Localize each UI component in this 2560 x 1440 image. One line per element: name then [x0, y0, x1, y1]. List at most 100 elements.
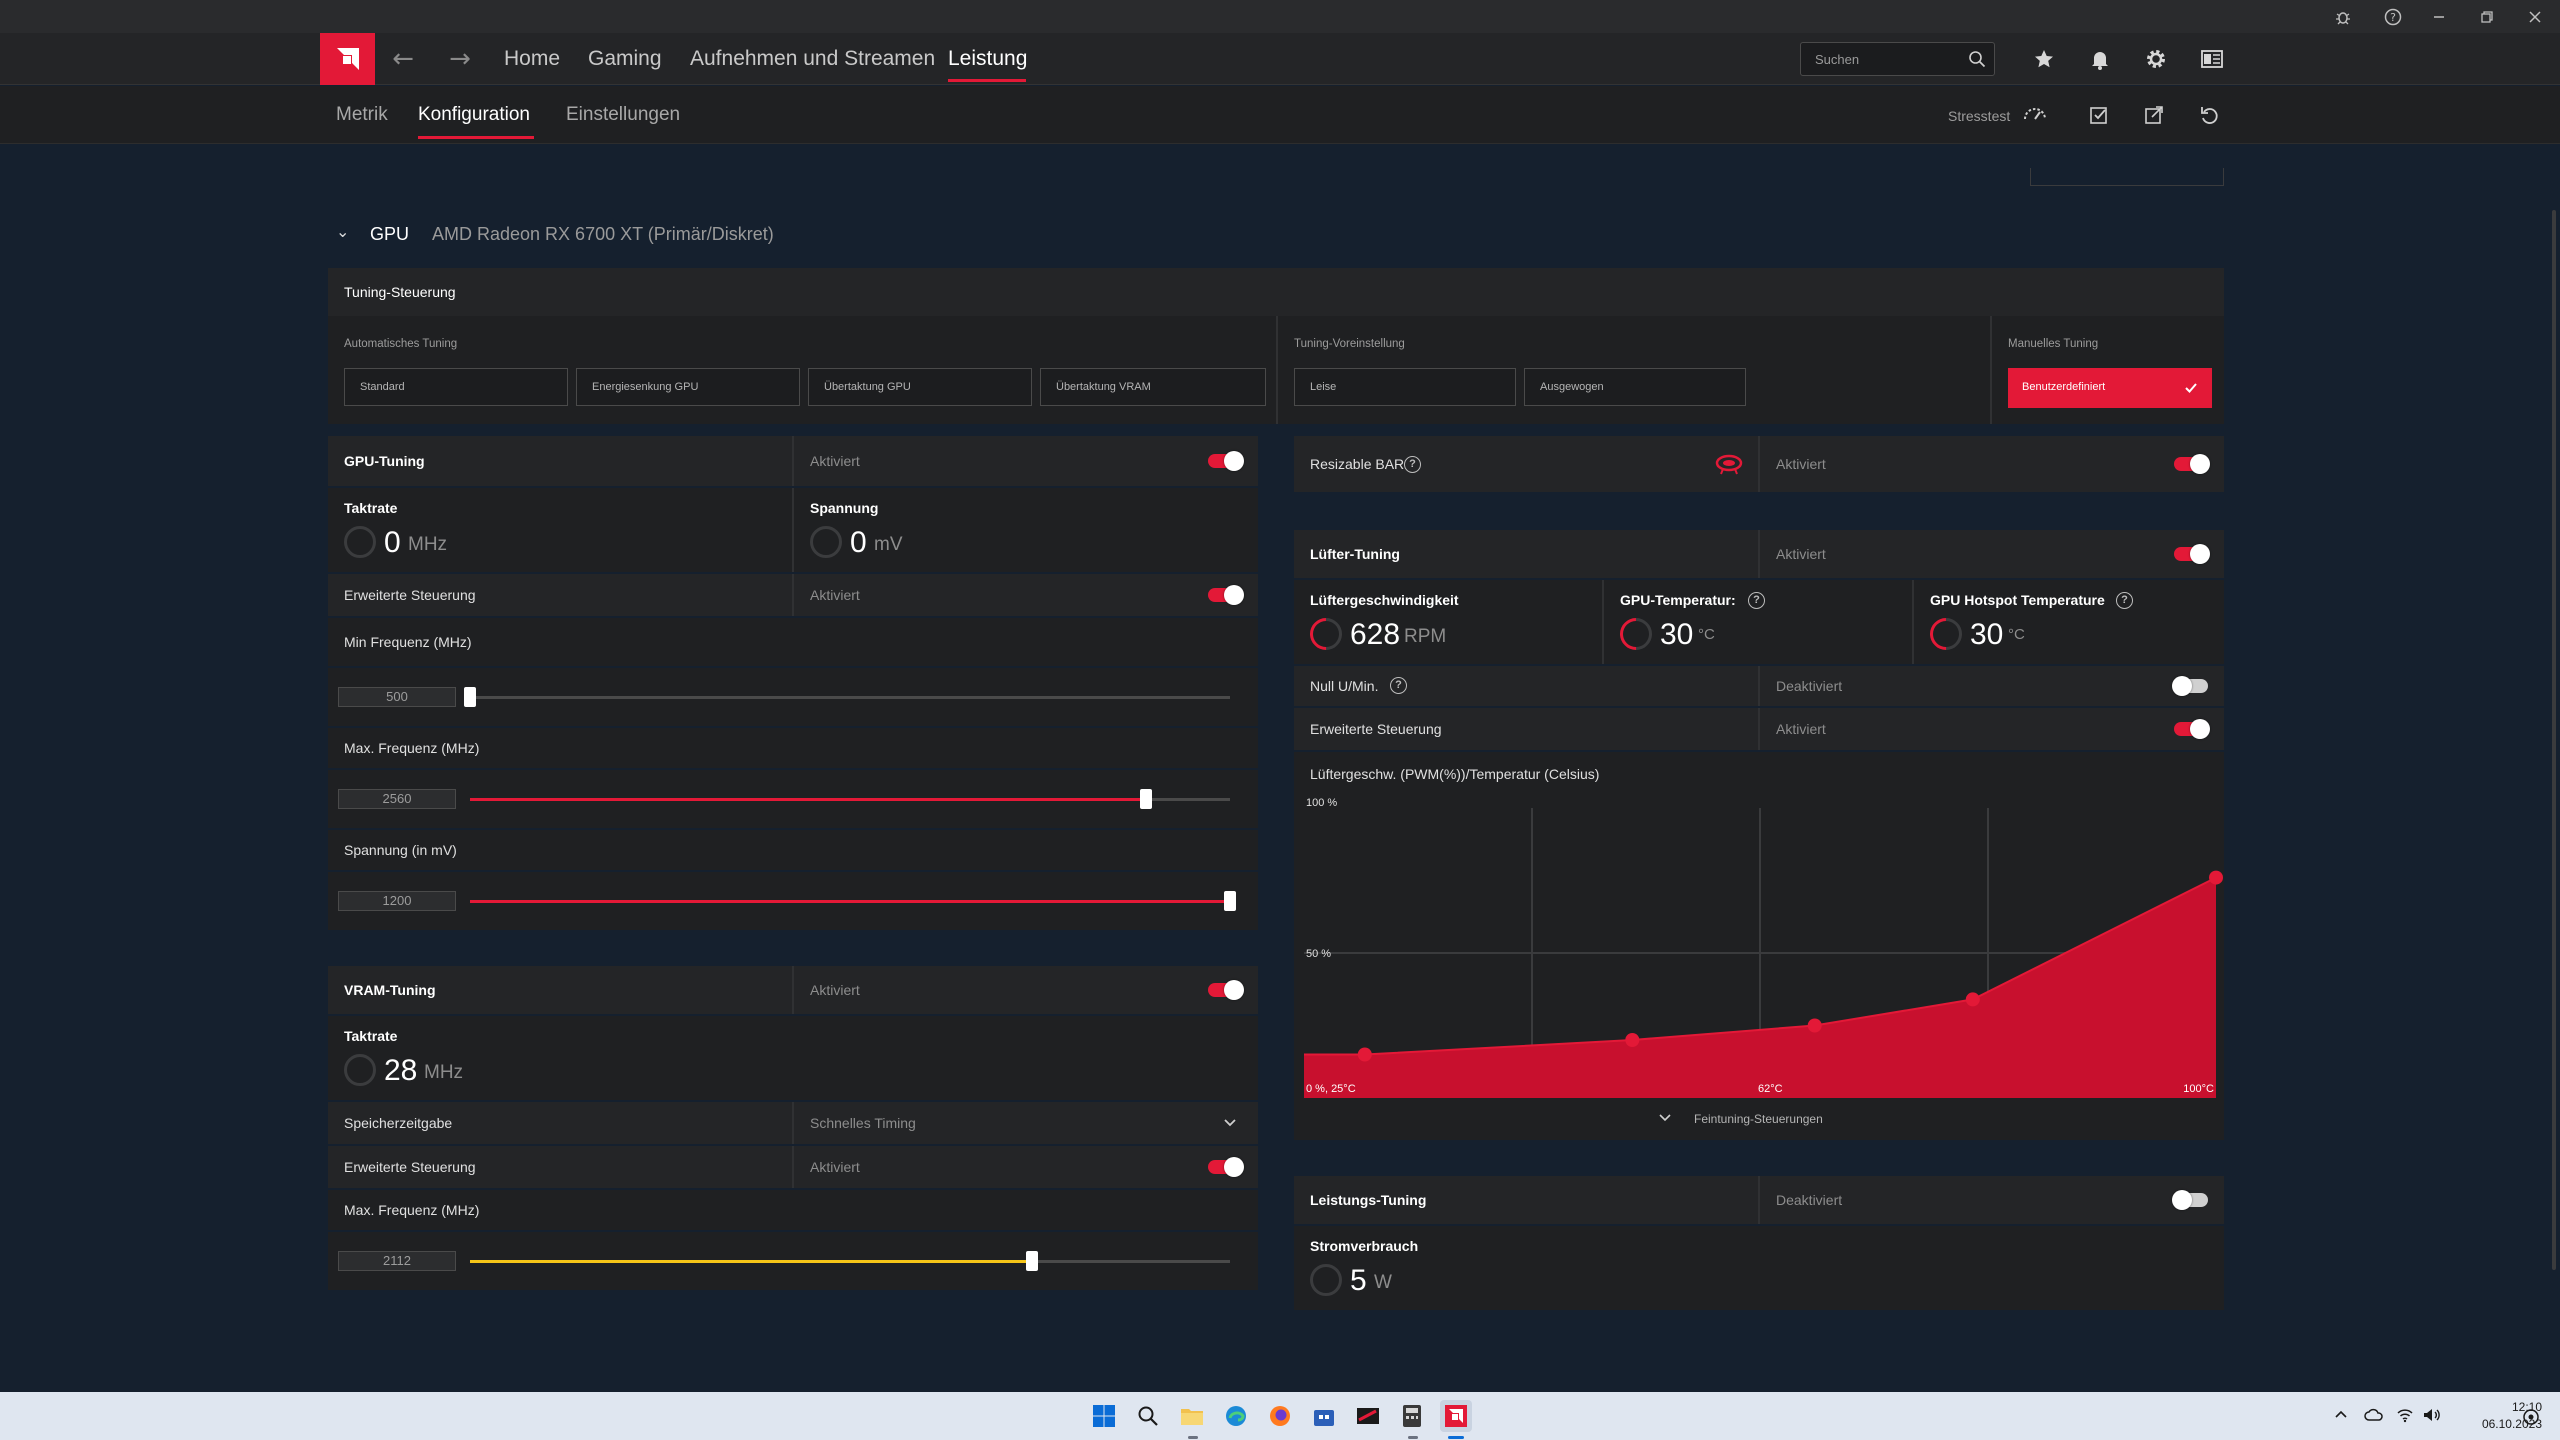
stresstest-gauge-icon[interactable] — [2022, 102, 2048, 129]
fan-advanced-toggle[interactable] — [2174, 719, 2210, 739]
fan-speed-value: 628 — [1350, 618, 1401, 651]
reset-icon[interactable] — [2199, 104, 2221, 131]
apply-changes-icon[interactable] — [2088, 104, 2110, 131]
hotspot-temp-gauge-icon — [1923, 611, 1969, 657]
gpu-collapse-chevron-icon[interactable]: ⌄ — [336, 222, 350, 241]
min-freq-slider-track[interactable] — [470, 696, 1230, 699]
gpu-temp-help-icon[interactable]: ? — [1748, 592, 1765, 609]
calculator-app-icon[interactable] — [1396, 1400, 1428, 1432]
tab-metrics[interactable]: Metrik — [336, 104, 388, 125]
auto-overclock-gpu-button[interactable]: Übertaktung GPU — [808, 368, 1032, 406]
stresstest-label[interactable]: Stresstest — [1948, 108, 2011, 124]
tab-active-underline — [418, 136, 534, 139]
power-tuning-toggle[interactable] — [2172, 1190, 2208, 1210]
gpu-voltage-label: Spannung — [810, 500, 879, 516]
auto-standard-button[interactable]: Standard — [344, 368, 568, 406]
nav-gaming[interactable]: Gaming — [588, 47, 662, 70]
minimize-icon[interactable] — [2416, 0, 2462, 33]
bug-report-icon[interactable] — [2320, 0, 2366, 33]
search-input[interactable]: Suchen — [1800, 42, 1995, 76]
max-freq-input[interactable]: 2560 — [338, 789, 456, 809]
vram-clock-value: 28 — [384, 1054, 418, 1087]
preset-balanced-button[interactable]: Ausgewogen — [1524, 368, 1746, 406]
fan-curve-point[interactable] — [1965, 992, 1980, 1007]
nav-record-stream[interactable]: Aufnehmen und Streamen — [690, 47, 936, 70]
gpu-clock-value: 0 — [384, 526, 401, 559]
favorites-star-icon[interactable] — [2022, 33, 2066, 85]
zero-rpm-toggle[interactable] — [2172, 676, 2208, 696]
clock-date[interactable]: 06.10.2023 — [2481, 1417, 2542, 1431]
fan-curve-point[interactable] — [2209, 870, 2223, 885]
tab-configuration[interactable]: Konfiguration — [418, 104, 530, 125]
fan-curve-point[interactable] — [1625, 1033, 1640, 1047]
auto-undervolt-gpu-button[interactable]: Energiesenkung GPU — [576, 368, 800, 406]
slider-thumb[interactable] — [1224, 891, 1236, 911]
notifications-bell-icon[interactable] — [2078, 33, 2122, 85]
x-tick-mid: 62°C — [1758, 1083, 1783, 1095]
amd-logo-icon[interactable] — [320, 33, 375, 85]
vram-max-freq-input[interactable]: 2112 — [338, 1251, 456, 1271]
preset-quiet-button[interactable]: Leise — [1294, 368, 1516, 406]
gpu-voltage-value: 0 — [850, 526, 867, 559]
scrollbar[interactable] — [2552, 210, 2556, 1270]
restore-icon[interactable] — [2464, 0, 2510, 33]
vram-advanced-toggle[interactable] — [1208, 1157, 1244, 1177]
zero-rpm-help-icon[interactable]: ? — [1390, 677, 1407, 694]
file-explorer-icon[interactable] — [1176, 1400, 1208, 1432]
edge-browser-icon[interactable] — [1220, 1400, 1252, 1432]
resizable-bar-help-icon[interactable]: ? — [1404, 456, 1421, 473]
volume-speaker-icon[interactable] — [2422, 1407, 2442, 1428]
fine-tuning-label: Feintuning-Steuerungen — [1694, 1112, 1823, 1126]
slider-thumb[interactable] — [464, 687, 476, 707]
chevron-down-icon — [1224, 1119, 1236, 1127]
onedrive-cloud-icon[interactable] — [2364, 1407, 2384, 1428]
gpu-advanced-toggle[interactable] — [1208, 585, 1244, 605]
divider — [1990, 316, 1992, 424]
fan-curve-point[interactable] — [1357, 1047, 1372, 1062]
nav-home[interactable]: Home — [504, 47, 561, 70]
vram-advanced-label: Erweiterte Steuerung — [344, 1159, 476, 1175]
notification-settings-icon[interactable] — [2522, 1408, 2540, 1431]
close-icon[interactable] — [2512, 0, 2558, 33]
export-icon[interactable] — [2143, 104, 2165, 131]
settings-gear-icon[interactable] — [2134, 33, 2178, 85]
fine-tuning-toggle-row[interactable]: Feintuning-Steuerungen — [1294, 1098, 2224, 1140]
power-draw-gauge-icon — [1310, 1264, 1342, 1296]
fan-curve-area — [1304, 877, 2216, 1098]
wifi-icon[interactable] — [2396, 1407, 2414, 1428]
auto-overclock-vram-button[interactable]: Übertaktung VRAM — [1040, 368, 1266, 406]
resizable-bar-toggle[interactable] — [2174, 454, 2210, 474]
amd-software-taskbar-icon[interactable] — [1440, 1400, 1472, 1432]
gpu-tuning-toggle[interactable] — [1208, 451, 1244, 471]
hotspot-temp-help-icon[interactable]: ? — [2116, 592, 2133, 609]
firefox-icon[interactable] — [1264, 1400, 1296, 1432]
media-app-icon[interactable] — [1352, 1400, 1384, 1432]
fan-tuning-toggle[interactable] — [2174, 544, 2210, 564]
overlay-panel-icon[interactable] — [2190, 33, 2234, 85]
gpu-section-label[interactable]: GPU — [370, 224, 410, 244]
active-indicator — [1448, 1436, 1464, 1439]
show-hidden-icons-chevron-icon[interactable] — [2334, 1408, 2348, 1427]
divider — [1912, 580, 1914, 664]
store-icon[interactable] — [1308, 1400, 1340, 1432]
vram-tuning-toggle[interactable] — [1208, 980, 1244, 1000]
power-draw-value: 5 — [1350, 1264, 1367, 1297]
divider — [1758, 436, 1760, 492]
help-icon[interactable]: ? — [2370, 0, 2416, 33]
nav-performance[interactable]: Leistung — [948, 47, 1028, 70]
forward-arrow-icon[interactable]: → — [449, 44, 471, 74]
start-windows-icon[interactable] — [1088, 1400, 1120, 1432]
tab-settings[interactable]: Einstellungen — [566, 104, 681, 125]
voltage-mv-input[interactable]: 1200 — [338, 891, 456, 911]
fan-tuning-status: Aktiviert — [1776, 546, 1826, 562]
slider-thumb[interactable] — [1026, 1251, 1038, 1271]
fan-curve-chart[interactable]: 100 % 50 % 0 %, 25°C 62°C 100°C — [1294, 796, 2224, 1098]
memory-timing-dropdown[interactable]: Schnelles Timing — [794, 1102, 1258, 1144]
slider-thumb[interactable] — [1140, 789, 1152, 809]
fan-curve-point[interactable] — [1807, 1018, 1822, 1033]
taskbar-search-icon[interactable] — [1132, 1400, 1164, 1432]
custom-tuning-button[interactable]: Benutzerdefiniert — [2008, 368, 2212, 408]
vram-tuning-title: VRAM-Tuning — [344, 982, 436, 998]
back-arrow-icon[interactable]: ← — [392, 44, 414, 74]
min-freq-input[interactable]: 500 — [338, 687, 456, 707]
